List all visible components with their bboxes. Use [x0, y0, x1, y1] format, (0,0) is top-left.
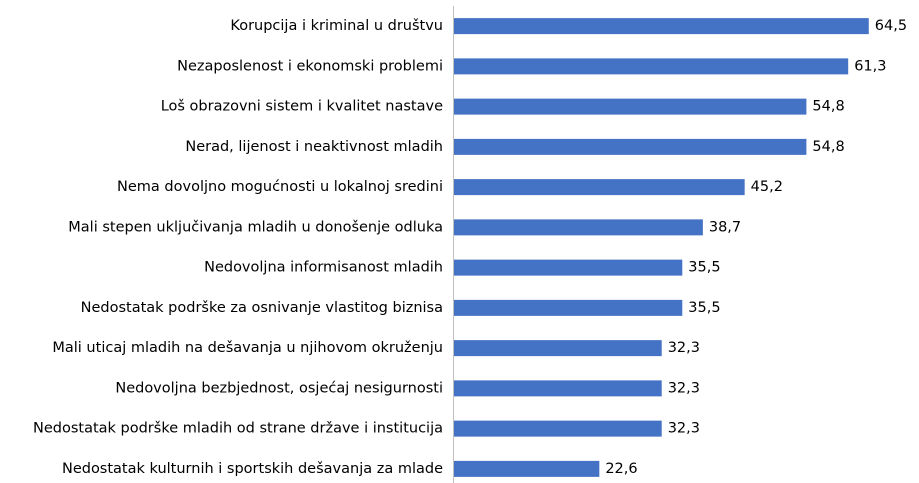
category-label: Nedovoljna informisanost mladih — [204, 260, 443, 276]
category-label: Nerad, lijenost i neaktivnost mladih — [185, 139, 443, 155]
bar — [454, 179, 745, 196]
category-label: Nedovoljna bezbjednost, osjećaj nesigurn… — [115, 380, 443, 396]
value-label: 32,3 — [668, 340, 700, 356]
category-label: Nema dovoljno mogućnosti u lokalnoj sred… — [117, 179, 443, 195]
value-label: 54,8 — [812, 99, 844, 115]
bar — [454, 460, 600, 477]
bar — [454, 58, 849, 75]
bar — [454, 98, 807, 115]
value-label: 32,3 — [668, 380, 700, 396]
value-label: 61,3 — [854, 58, 886, 74]
bar — [454, 380, 662, 397]
category-label: Nedostatak podrške mladih od strane drža… — [33, 421, 443, 437]
bar — [454, 259, 683, 276]
value-label: 32,3 — [668, 421, 700, 437]
category-label: Nezaposlenost i ekonomski problemi — [177, 58, 443, 74]
category-label: Mali uticaj mladih na dešavanja u njihov… — [52, 340, 443, 356]
bar — [454, 219, 703, 236]
bar — [454, 299, 683, 316]
category-label: Nedostatak kulturnih i sportskih dešavan… — [62, 461, 443, 477]
bar — [454, 18, 869, 35]
value-label: 64,5 — [875, 18, 907, 34]
category-label: Korupcija i kriminal u društvu — [230, 18, 443, 34]
value-label: 35,5 — [688, 300, 720, 316]
value-label: 54,8 — [812, 139, 844, 155]
category-label: Mali stepen uključivanja mladih u donoše… — [68, 219, 443, 235]
category-label: Loš obrazovni sistem i kvalitet nastave — [161, 99, 443, 115]
category-label: Nedostatak podrške za osnivanje vlastito… — [81, 300, 443, 316]
bar — [454, 340, 662, 357]
bar — [454, 420, 662, 437]
bar — [454, 138, 807, 155]
value-label: 35,5 — [688, 260, 720, 276]
value-label: 38,7 — [709, 219, 741, 235]
value-label: 45,2 — [751, 179, 783, 195]
value-label: 22,6 — [605, 461, 637, 477]
